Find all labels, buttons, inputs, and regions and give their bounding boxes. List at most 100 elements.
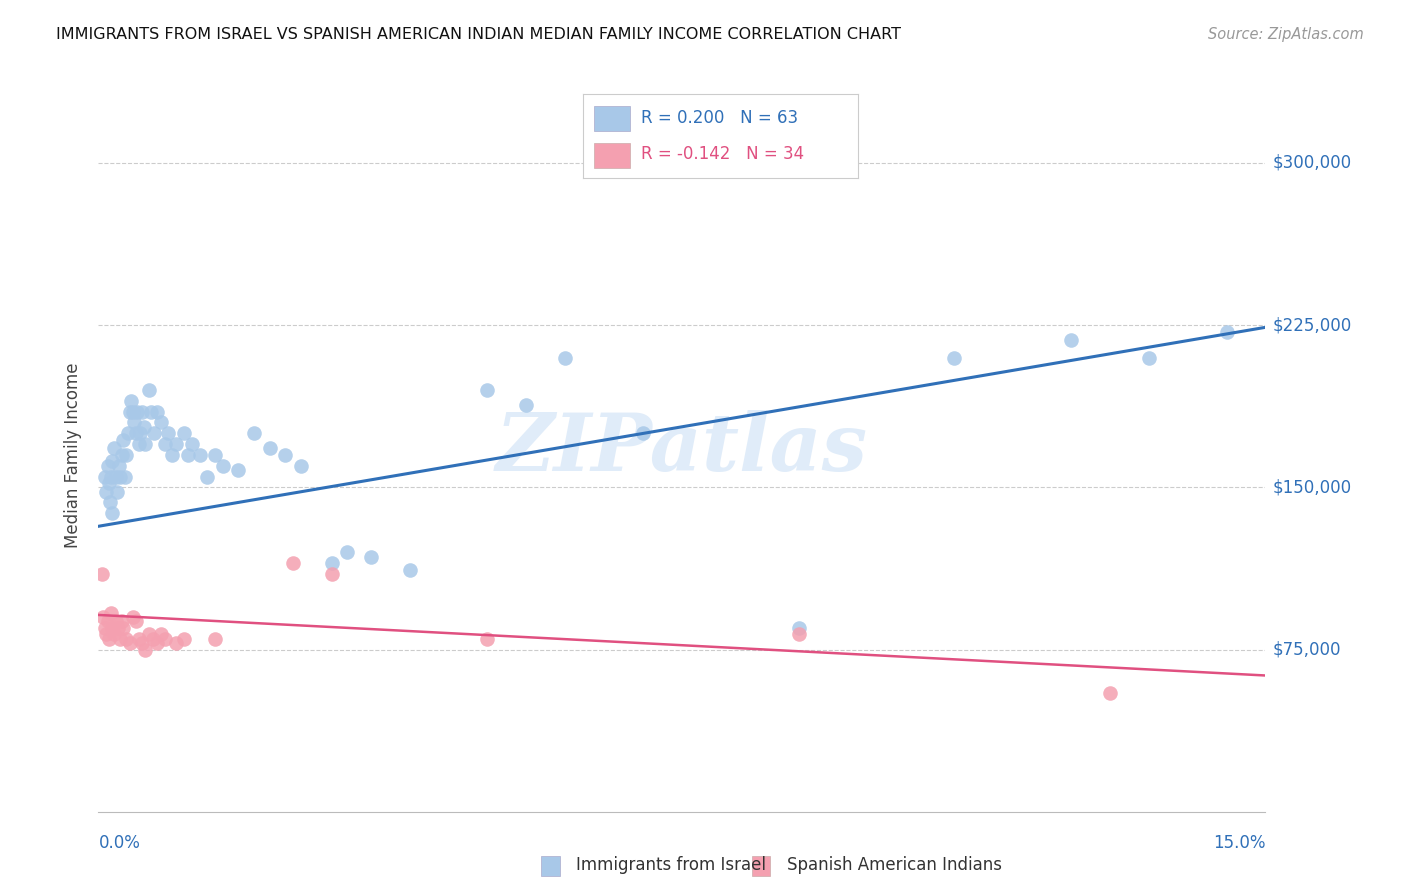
Point [121, 405, 143, 419]
Point [112, 621, 135, 635]
Point [554, 351, 576, 365]
Point [128, 632, 150, 646]
Point [141, 405, 163, 419]
FancyBboxPatch shape [595, 143, 630, 169]
Point [195, 469, 218, 483]
Point [157, 426, 180, 441]
Point [787, 627, 810, 641]
Text: Source: ZipAtlas.com: Source: ZipAtlas.com [1208, 27, 1364, 42]
Point [125, 426, 148, 441]
Point [204, 632, 226, 646]
Point [143, 426, 166, 441]
Point [259, 442, 281, 456]
Text: Immigrants from Israel: Immigrants from Israel [576, 856, 766, 874]
Point [96, 627, 118, 641]
Text: R = 0.200   N = 63: R = 0.200 N = 63 [641, 109, 799, 127]
Point [118, 636, 141, 650]
Point [122, 416, 145, 430]
Point [142, 632, 165, 646]
Point [120, 393, 142, 408]
Point [138, 383, 160, 397]
Point [134, 642, 156, 657]
Text: $150,000: $150,000 [1272, 478, 1351, 496]
Point [149, 627, 172, 641]
Point [173, 632, 195, 646]
Point [108, 469, 131, 483]
Point [321, 556, 343, 570]
Point [243, 426, 266, 441]
Point [98, 476, 121, 491]
Point [128, 437, 150, 451]
Point [177, 448, 200, 462]
Point [131, 636, 153, 650]
Point [321, 566, 343, 581]
Point [115, 448, 138, 462]
Point [188, 448, 211, 462]
Point [477, 383, 499, 397]
Text: IMMIGRANTS FROM ISRAEL VS SPANISH AMERICAN INDIAN MEDIAN FAMILY INCOME CORRELATI: IMMIGRANTS FROM ISRAEL VS SPANISH AMERIC… [56, 27, 901, 42]
Point [121, 610, 143, 624]
Point [93, 621, 115, 635]
Point [98, 632, 121, 646]
Point [107, 621, 129, 635]
Point [146, 636, 169, 650]
Point [943, 351, 966, 365]
Point [104, 469, 127, 483]
Point [360, 549, 382, 564]
Point [100, 606, 122, 620]
Text: Spanish American Indians: Spanish American Indians [787, 856, 1002, 874]
Y-axis label: Median Family Income: Median Family Income [65, 362, 83, 548]
Text: $75,000: $75,000 [1272, 640, 1341, 658]
Point [129, 426, 152, 441]
FancyBboxPatch shape [595, 105, 630, 131]
Point [132, 419, 155, 434]
Point [111, 615, 134, 629]
Point [96, 484, 118, 499]
Point [97, 615, 120, 629]
Point [112, 433, 135, 447]
Text: $225,000: $225,000 [1272, 316, 1351, 334]
Point [1137, 351, 1160, 365]
Point [134, 437, 156, 451]
Point [212, 458, 235, 473]
Point [114, 469, 136, 483]
Text: 15.0%: 15.0% [1213, 834, 1265, 852]
Point [281, 556, 304, 570]
Point [165, 636, 187, 650]
Text: 0.0%: 0.0% [98, 834, 141, 852]
Point [111, 448, 134, 462]
Point [477, 632, 499, 646]
Text: ZIPatlas: ZIPatlas [496, 409, 868, 487]
Point [787, 621, 810, 635]
Point [336, 545, 359, 559]
Point [98, 495, 121, 509]
Text: $300,000: $300,000 [1272, 154, 1351, 172]
Point [146, 405, 169, 419]
Point [153, 437, 176, 451]
Point [515, 398, 537, 412]
Point [97, 458, 120, 473]
Point [90, 566, 112, 581]
Point [103, 442, 125, 456]
Point [180, 437, 202, 451]
Point [153, 632, 176, 646]
Point [631, 426, 654, 441]
Point [100, 506, 122, 520]
Point [165, 437, 187, 451]
Point [108, 632, 131, 646]
Point [105, 484, 128, 499]
Point [1215, 325, 1237, 339]
Point [162, 448, 184, 462]
Point [290, 458, 312, 473]
Point [101, 454, 124, 468]
Point [104, 615, 127, 629]
Point [125, 615, 148, 629]
Point [149, 416, 172, 430]
Point [93, 469, 115, 483]
Point [101, 621, 124, 635]
Point [117, 426, 139, 441]
Point [274, 448, 297, 462]
Point [173, 426, 195, 441]
Point [91, 610, 114, 624]
Point [138, 627, 160, 641]
